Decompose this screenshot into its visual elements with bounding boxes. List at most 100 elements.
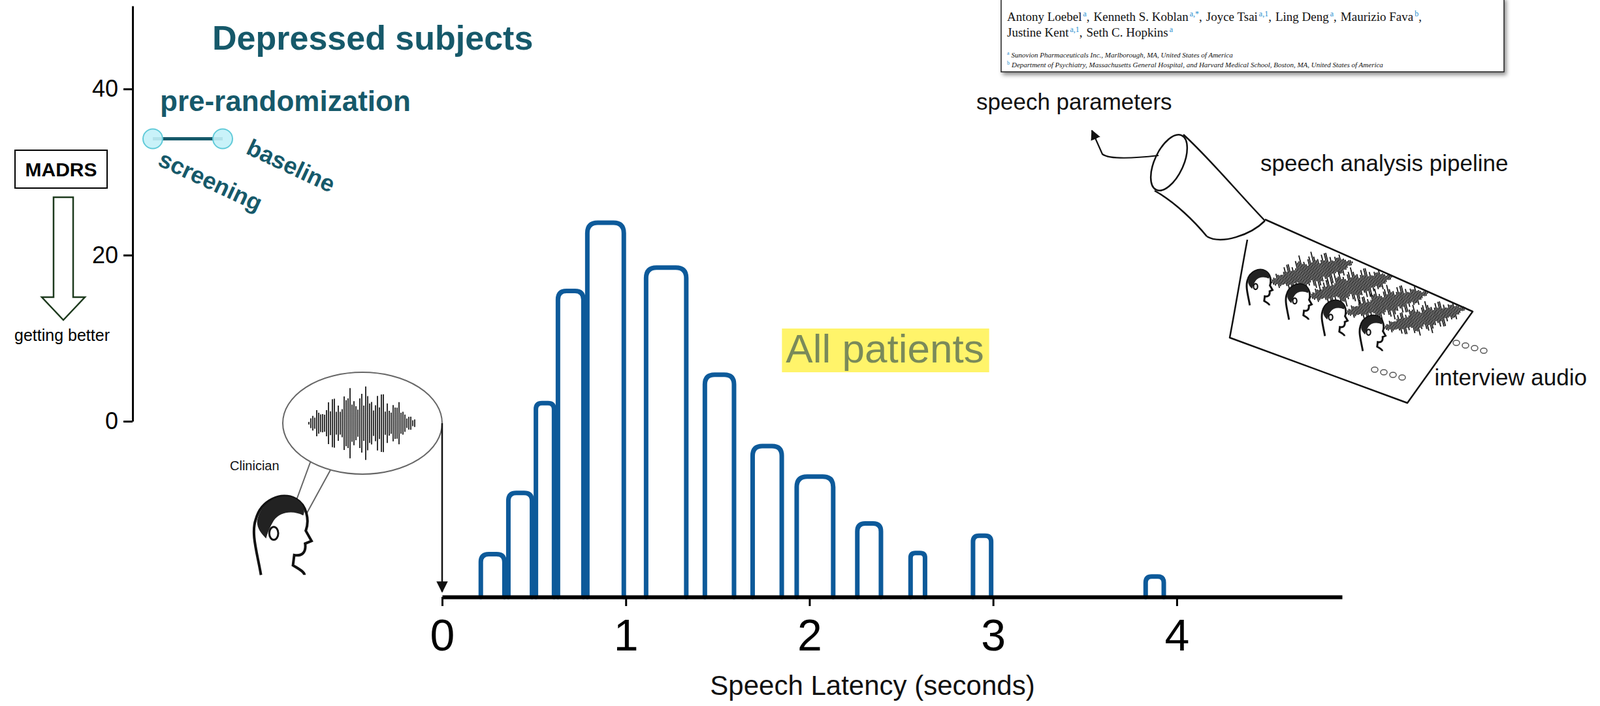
waveform	[1379, 291, 1471, 345]
bar	[557, 291, 584, 597]
affiliation-mark: a	[1007, 50, 1010, 57]
bar	[752, 446, 782, 597]
slide: 02040Depressed subjectspre-randomization…	[0, 0, 1600, 706]
ellipsis-dot	[1371, 367, 1378, 373]
bar	[704, 374, 735, 597]
title-group: All patients	[781, 325, 989, 373]
separator: ,	[1268, 9, 1272, 24]
person-icon	[1285, 284, 1312, 320]
tick-label: 3	[980, 609, 1006, 660]
tick-label: 4	[1164, 609, 1190, 660]
axis-line	[131, 6, 134, 422]
author-name: Seth C. Hopkins	[1086, 25, 1169, 40]
title: All patients	[785, 325, 984, 371]
direction-arrow	[41, 197, 85, 320]
output-arrow	[1091, 130, 1159, 159]
bar	[536, 402, 555, 597]
tick-label: 0	[430, 609, 456, 660]
hair	[1287, 284, 1309, 304]
person-icon	[1321, 300, 1348, 336]
author-name: Kenneth S. Koblan	[1093, 9, 1190, 24]
tick: 0	[105, 407, 133, 435]
annotation: getting better	[14, 325, 110, 345]
ellipsis-dot	[1453, 340, 1460, 346]
axis-title: MADRS	[25, 158, 98, 181]
bar	[796, 476, 834, 597]
head-outline	[254, 495, 312, 575]
y-axis: 0 20 40	[92, 6, 134, 435]
title: Depressed subjects	[212, 18, 533, 57]
ellipsis-dot	[1380, 369, 1388, 375]
tick-label: 2	[797, 609, 823, 660]
label: interview audio	[1434, 364, 1587, 390]
tick-mark	[624, 596, 627, 607]
tick: 1	[613, 596, 639, 660]
ellipsis-dot	[1389, 372, 1397, 378]
pipeline-mouth	[1206, 220, 1265, 240]
hair	[1248, 269, 1269, 289]
point	[212, 129, 233, 149]
ellipsis-dot	[1462, 342, 1469, 349]
separator: ,	[1333, 9, 1337, 24]
hair	[1323, 300, 1344, 320]
tick-label: 40	[92, 75, 119, 102]
bar	[1145, 576, 1164, 597]
speaker	[1359, 291, 1471, 352]
ellipsis-dot	[1480, 348, 1488, 354]
plot-area	[143, 129, 233, 149]
tick: 40	[92, 75, 133, 102]
author-name: Ling Deng	[1275, 9, 1329, 24]
tick-mark	[992, 596, 995, 607]
bar	[857, 523, 881, 597]
head-outline	[1359, 315, 1386, 351]
ellipsis-dot	[1471, 345, 1478, 351]
tick-mark	[441, 596, 444, 607]
subtitle: pre-randomization	[160, 84, 411, 117]
person-icon	[254, 495, 312, 575]
ear	[1366, 329, 1371, 336]
ear	[1328, 314, 1333, 320]
person-icon	[1359, 315, 1386, 351]
tick: 4	[1164, 596, 1190, 660]
waveform	[1264, 242, 1359, 303]
ellipsis-dot	[1398, 374, 1406, 381]
author-name: Antony Loebel	[1007, 9, 1083, 24]
tick-label: 1	[613, 609, 639, 660]
author-name: Justine Kent	[1007, 25, 1070, 40]
tick-mark	[808, 596, 811, 607]
head-outline	[1321, 300, 1348, 336]
axis-line	[442, 595, 1343, 600]
hair	[257, 496, 305, 539]
ear	[1293, 297, 1297, 304]
bar	[587, 222, 624, 597]
paper-box	[1001, 0, 1504, 72]
affiliation: Sunovion Pharmaceuticals Inc., Marlborou…	[1011, 50, 1234, 59]
hair	[1360, 315, 1382, 335]
waveform	[306, 386, 417, 461]
tick-mark	[123, 420, 133, 423]
author-name: Joyce Tsai	[1206, 9, 1258, 24]
ear	[1253, 283, 1258, 290]
author-affiliation-mark: a	[1169, 24, 1174, 34]
paper-header: Antony Loebela,Kenneth S. Koblana,*,Joyc…	[1001, 0, 1504, 72]
pipeline-opening	[1143, 129, 1196, 196]
x-axis: 0 1 2 3 4	[430, 596, 1343, 660]
author-affiliation-mark: a,1	[1069, 24, 1079, 34]
head-outline	[1285, 284, 1312, 320]
person-icon	[1246, 269, 1273, 305]
tick-mark	[123, 254, 133, 257]
bar	[508, 493, 532, 597]
label-box	[15, 150, 108, 189]
category-label: baseline	[242, 133, 340, 198]
point	[143, 129, 163, 149]
label: speech parameters	[976, 88, 1173, 115]
tick-label: 0	[105, 407, 119, 435]
tick-label: 20	[92, 241, 119, 269]
ear	[269, 527, 279, 541]
separator: ,	[1199, 9, 1203, 24]
bar	[480, 553, 505, 597]
label: Clinician	[229, 458, 280, 473]
affiliation-mark: b	[1007, 60, 1010, 66]
author-name: Maurizio Fava	[1340, 9, 1414, 24]
plot-area	[480, 222, 1164, 597]
